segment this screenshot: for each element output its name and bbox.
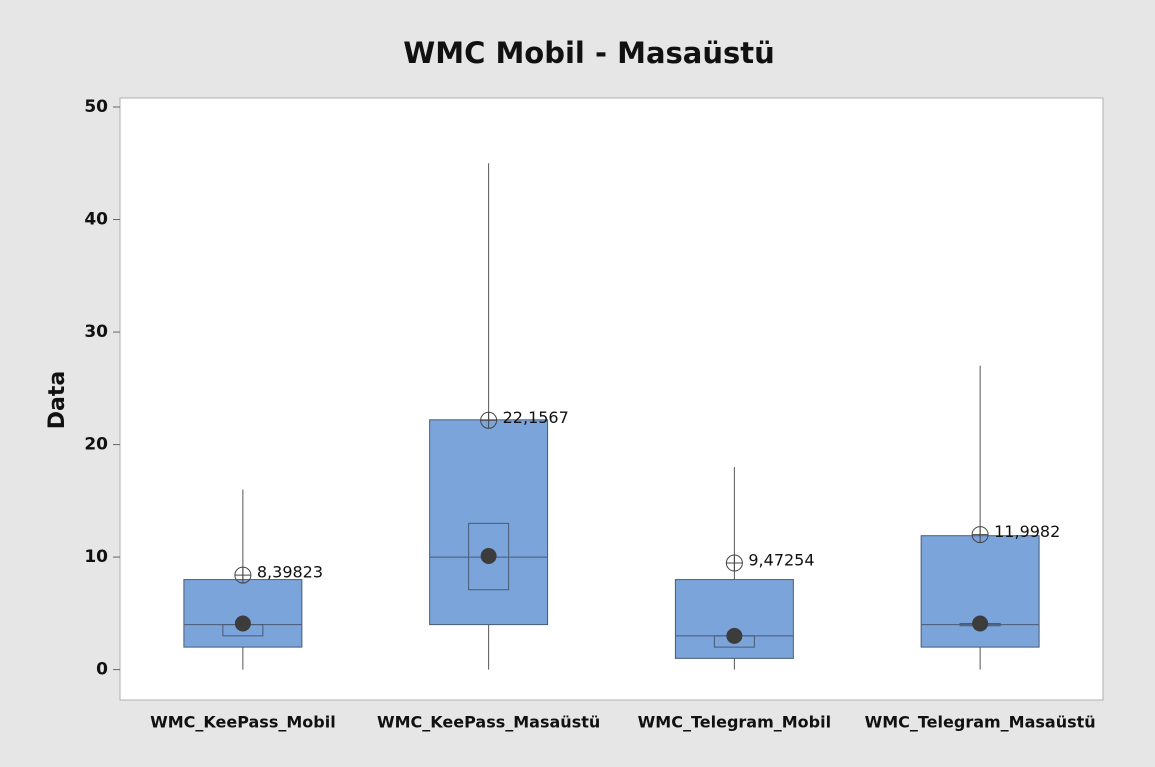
y-axis-label: Data	[45, 371, 70, 429]
median-ci	[468, 522, 510, 591]
y-tick-label: 0	[96, 660, 108, 680]
box	[429, 419, 549, 626]
dot	[972, 615, 989, 632]
mean-label: 8,39823	[257, 563, 323, 582]
y-tick-label: 40	[84, 210, 108, 230]
y-tick-label: 50	[84, 97, 108, 117]
dot	[234, 615, 251, 632]
mean-label: 22,1567	[503, 408, 569, 427]
mean-label: 11,9982	[994, 522, 1060, 541]
chart-title: WMC Mobil - Masaüstü	[403, 36, 775, 70]
x-tick-label: WMC_Telegram_Mobil	[638, 713, 831, 732]
x-tick-label: WMC_KeePass_Masaüstü	[377, 713, 600, 732]
dot	[726, 627, 743, 644]
y-tick-label: 30	[84, 322, 108, 342]
x-tick-label: WMC_Telegram_Masaüstü	[865, 713, 1096, 732]
y-tick-label: 20	[84, 435, 108, 455]
y-tick-label: 10	[84, 547, 108, 567]
box	[674, 579, 794, 659]
box	[183, 579, 303, 648]
mean-label: 9,47254	[748, 551, 814, 570]
x-tick-label: WMC_KeePass_Mobil	[150, 713, 336, 732]
dot	[480, 547, 497, 564]
